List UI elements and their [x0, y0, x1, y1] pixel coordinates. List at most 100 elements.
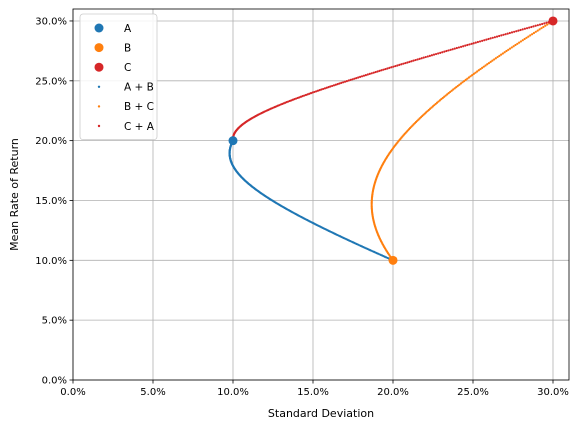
series-point [464, 78, 467, 82]
series-point [489, 37, 492, 40]
series-point [545, 21, 548, 24]
series-point [453, 47, 456, 50]
series-point [519, 28, 522, 32]
series-point [502, 33, 505, 36]
series-point [461, 81, 464, 84]
legend-entry-label: A + B [124, 82, 154, 94]
axis-ticks: 0.0% 5.0% 10.0% 15.0% 20.0% 25.0% 30.0% 0.0% 5.0… [35, 16, 569, 398]
series-point [359, 75, 362, 78]
series-point [510, 31, 514, 34]
series-point [440, 98, 443, 101]
series-point [538, 28, 541, 31]
series-point [444, 94, 447, 97]
y-tick-label: 10.0% [35, 256, 67, 267]
series-point [540, 27, 543, 30]
series-point [498, 34, 501, 38]
series-point [484, 64, 487, 67]
series-point [351, 78, 354, 81]
series-point [536, 29, 539, 32]
series-point [466, 43, 469, 47]
series-point [481, 39, 484, 42]
series-point [418, 57, 421, 60]
series-point [466, 77, 469, 80]
series-point [432, 53, 436, 56]
series-point [514, 43, 517, 47]
series-point [529, 34, 532, 37]
x-tick-label: 5.0% [140, 387, 165, 398]
series-point [306, 93, 309, 96]
legend-marker [94, 43, 104, 53]
series-point [318, 89, 321, 92]
x-tick-label: 10.0% [217, 387, 249, 398]
series-point [445, 49, 448, 53]
series-point [345, 80, 348, 83]
series-point [398, 63, 401, 66]
series-point [487, 37, 490, 41]
series-point [538, 23, 542, 26]
x-axis-label: Standard Deviation [268, 407, 374, 420]
y-tick-label: 25.0% [35, 76, 67, 87]
series-point [500, 34, 503, 37]
series-point [459, 82, 463, 85]
series-point [489, 60, 492, 63]
series-point [462, 45, 465, 48]
series-point [456, 84, 459, 88]
series-point [447, 49, 450, 52]
series-point [464, 44, 467, 47]
series-point [360, 75, 364, 78]
y-tick-label: 20.0% [35, 136, 67, 147]
series-point [510, 46, 513, 49]
series-point [412, 59, 415, 62]
series-point [402, 62, 405, 65]
series-point [530, 33, 534, 36]
series-point [416, 58, 419, 61]
x-tick-label: 15.0% [297, 387, 329, 398]
series-point [370, 72, 373, 75]
series-point [469, 75, 472, 78]
series-point [390, 66, 393, 69]
series-point [493, 36, 496, 39]
series-point [353, 77, 356, 80]
series-point [477, 69, 480, 72]
series-point [476, 70, 479, 73]
series-point [472, 72, 475, 75]
series-point [455, 86, 458, 89]
plot-area-frame [72, 8, 570, 381]
series-point [479, 67, 482, 71]
series-point [521, 28, 524, 31]
series-point [534, 30, 537, 33]
series-point [441, 96, 444, 100]
series-point [517, 29, 520, 32]
series-point [527, 35, 530, 38]
series-point [313, 90, 316, 94]
series-point [372, 71, 375, 74]
series-point [491, 36, 494, 39]
series-point [434, 52, 438, 56]
series-point [311, 91, 314, 94]
legend-entry-label: A [124, 23, 132, 35]
series-point [396, 64, 399, 67]
series-point [487, 61, 491, 65]
series-point [495, 35, 499, 38]
legend-marker [97, 105, 101, 108]
asset-marker-a [228, 136, 238, 146]
asset-marker-b [388, 255, 398, 265]
series-point [455, 46, 458, 50]
series-point [485, 38, 488, 41]
series-point [541, 22, 544, 26]
series-point [336, 83, 339, 86]
series-point [507, 48, 510, 51]
series-point [453, 87, 456, 90]
series-point [512, 45, 515, 48]
series-point [505, 49, 508, 53]
series-point [468, 43, 471, 46]
legend-entry-label: C [124, 62, 131, 74]
series-point [430, 54, 434, 57]
series-point [470, 42, 473, 45]
series-point [347, 79, 350, 82]
series-point [543, 22, 546, 25]
y-tick-label: 15.0% [35, 196, 67, 207]
series-point [478, 40, 482, 43]
series-point [536, 24, 539, 27]
